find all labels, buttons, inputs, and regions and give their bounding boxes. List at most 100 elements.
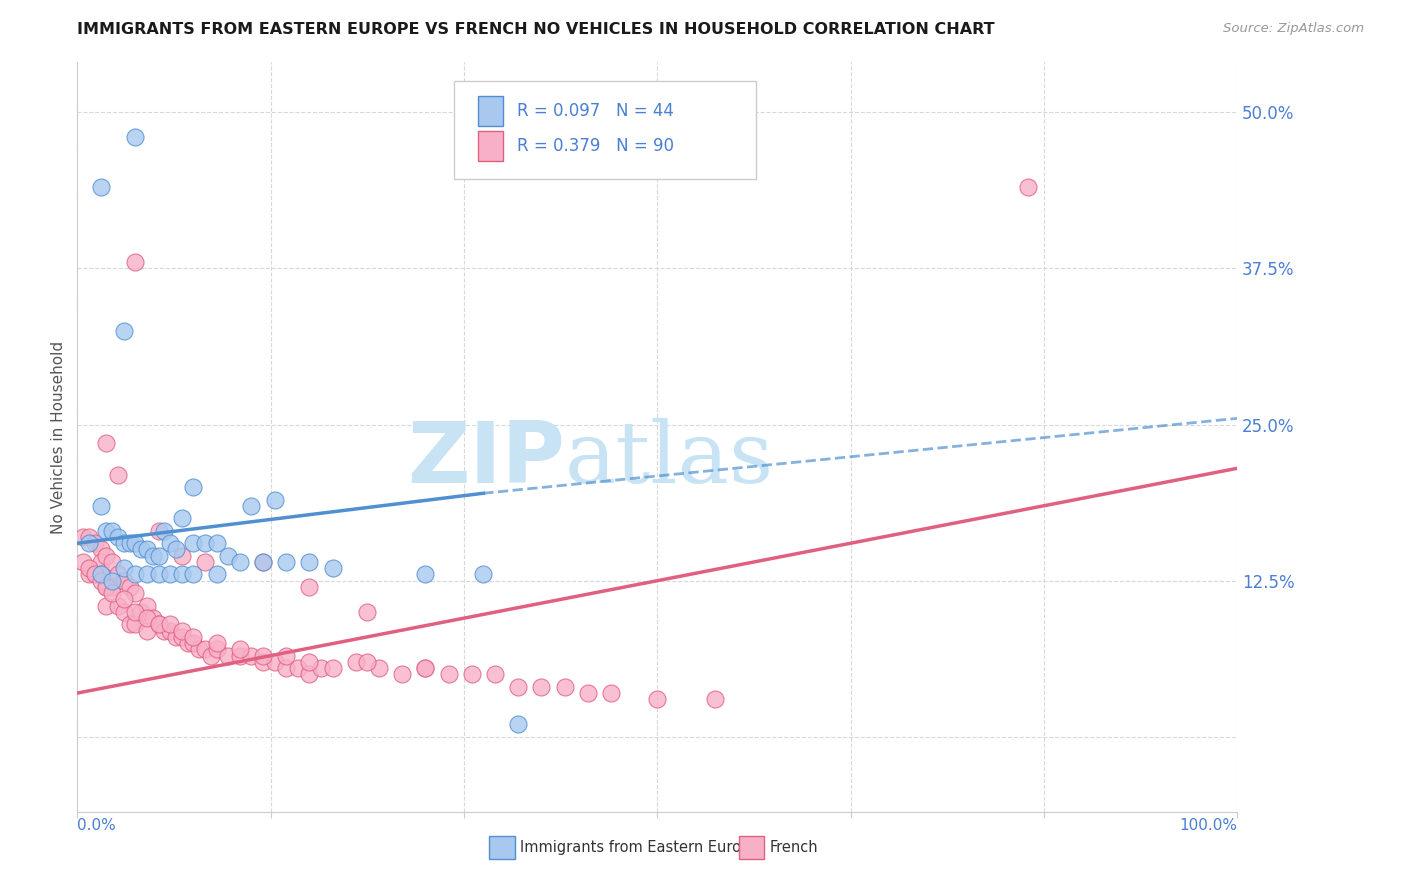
Point: [217, 549, 239, 563]
Point: [124, 536, 146, 550]
Point: [170, 549, 193, 563]
Point: [228, 642, 252, 657]
Text: IMMIGRANTS FROM EASTERN EUROPE VS FRENCH NO VEHICLES IN HOUSEHOLD CORRELATION CH: IMMIGRANTS FROM EASTERN EUROPE VS FRENCH…: [77, 22, 995, 37]
Y-axis label: No Vehicles in Household: No Vehicles in Household: [51, 341, 66, 533]
Point: [148, 567, 170, 582]
Point: [391, 667, 413, 681]
Text: Source: ZipAtlas.com: Source: ZipAtlas.com: [1223, 22, 1364, 36]
Point: [274, 661, 298, 675]
Point: [124, 567, 146, 582]
Point: [554, 680, 576, 694]
Point: [413, 661, 436, 675]
Point: [413, 567, 436, 582]
Point: [107, 530, 129, 544]
Point: [228, 648, 252, 663]
Point: [135, 611, 157, 625]
Point: [142, 611, 165, 625]
Point: [194, 642, 217, 657]
Point: [96, 599, 118, 613]
Point: [298, 580, 321, 594]
Point: [135, 542, 157, 557]
FancyBboxPatch shape: [738, 837, 763, 859]
Point: [183, 536, 205, 550]
Point: [205, 536, 228, 550]
Point: [101, 555, 124, 569]
Point: [165, 630, 187, 644]
Point: [148, 617, 170, 632]
Point: [217, 648, 239, 663]
Point: [170, 624, 193, 638]
Point: [72, 555, 94, 569]
Point: [413, 661, 436, 675]
Point: [252, 648, 274, 663]
Point: [96, 580, 118, 594]
Point: [107, 599, 129, 613]
Point: [274, 648, 298, 663]
Point: [263, 655, 285, 669]
Point: [148, 524, 170, 538]
Point: [274, 555, 298, 569]
Point: [183, 636, 205, 650]
Point: [112, 605, 135, 619]
Point: [176, 636, 198, 650]
FancyBboxPatch shape: [489, 837, 515, 859]
Point: [77, 530, 100, 544]
Point: [83, 536, 105, 550]
Point: [159, 536, 181, 550]
Point: [200, 648, 222, 663]
Point: [96, 580, 118, 594]
Point: [240, 499, 263, 513]
Point: [647, 692, 669, 706]
Point: [90, 555, 111, 569]
Point: [96, 436, 118, 450]
Point: [135, 567, 157, 582]
Point: [135, 624, 157, 638]
Point: [129, 605, 152, 619]
Point: [118, 536, 141, 550]
Point: [240, 648, 263, 663]
Point: [506, 680, 529, 694]
Point: [484, 667, 506, 681]
Point: [101, 574, 124, 588]
Point: [1018, 180, 1040, 194]
Point: [576, 686, 599, 700]
Point: [170, 511, 193, 525]
Point: [96, 549, 118, 563]
Point: [309, 661, 332, 675]
Point: [124, 617, 146, 632]
Point: [321, 661, 344, 675]
Point: [77, 536, 100, 550]
Point: [194, 536, 217, 550]
Point: [194, 555, 217, 569]
Point: [356, 605, 378, 619]
Text: ZIP: ZIP: [406, 418, 565, 501]
Point: [506, 717, 529, 731]
Point: [112, 561, 135, 575]
Point: [183, 480, 205, 494]
FancyBboxPatch shape: [454, 81, 756, 178]
Point: [600, 686, 623, 700]
Point: [321, 561, 344, 575]
Point: [90, 567, 111, 582]
Point: [107, 467, 129, 482]
Point: [90, 542, 111, 557]
Point: [205, 636, 228, 650]
Point: [461, 667, 484, 681]
Point: [298, 667, 321, 681]
Point: [159, 617, 181, 632]
Point: [101, 586, 124, 600]
Point: [72, 530, 94, 544]
Point: [118, 617, 141, 632]
Point: [83, 567, 105, 582]
Point: [153, 524, 176, 538]
FancyBboxPatch shape: [478, 131, 503, 161]
Point: [252, 655, 274, 669]
Point: [252, 555, 274, 569]
Point: [356, 655, 378, 669]
Point: [107, 567, 129, 582]
Point: [188, 642, 211, 657]
Point: [205, 567, 228, 582]
Text: R = 0.097   N = 44: R = 0.097 N = 44: [517, 103, 673, 120]
Point: [530, 680, 553, 694]
Text: Immigrants from Eastern Europe: Immigrants from Eastern Europe: [520, 840, 759, 855]
